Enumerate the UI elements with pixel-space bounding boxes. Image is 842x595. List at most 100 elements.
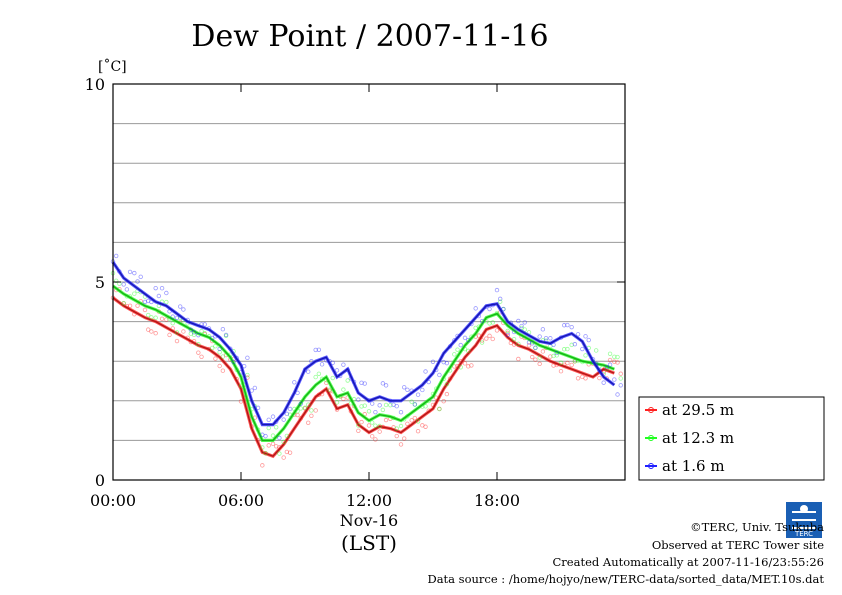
series-point (266, 417, 271, 422)
series-point (516, 341, 521, 347)
grid-lines (113, 123, 625, 441)
series-point (199, 354, 204, 359)
series-point (548, 336, 553, 341)
series-point (420, 423, 425, 428)
series-point (505, 332, 510, 338)
series-point (565, 346, 570, 352)
series-point (519, 323, 524, 329)
series-point (202, 322, 207, 327)
series-point (174, 315, 180, 321)
series-point (170, 321, 175, 326)
series-point (505, 328, 510, 334)
series-point (345, 378, 350, 383)
series-point (607, 362, 613, 367)
series-point (164, 299, 169, 305)
series-point (274, 425, 279, 430)
series-point (327, 387, 332, 392)
series-point (569, 342, 574, 348)
series-point (164, 317, 169, 322)
series-point (196, 342, 201, 347)
y-axis: 0 5 10 (85, 75, 625, 490)
series-line (112, 285, 615, 442)
series-2 (110, 270, 623, 456)
series-point (359, 380, 364, 386)
series-point (217, 363, 222, 369)
series-point (409, 418, 414, 423)
series-point (562, 347, 567, 352)
series-point (366, 409, 372, 414)
series-point (415, 419, 421, 424)
series-point (569, 362, 574, 368)
series-point (383, 417, 389, 423)
series-point (145, 298, 151, 304)
series-point (533, 357, 538, 362)
series-point (145, 312, 151, 318)
series-point (394, 433, 399, 439)
series-point (444, 381, 450, 387)
series-point (366, 423, 372, 428)
series-point (330, 375, 335, 381)
series-point (306, 420, 311, 426)
series-point (558, 368, 564, 374)
series-point (583, 376, 588, 381)
series-point (412, 402, 418, 407)
series-point (394, 426, 399, 431)
legend-box (638, 396, 825, 481)
series-point (341, 362, 346, 367)
series-point (380, 381, 386, 386)
series-point (153, 315, 158, 320)
series-point (415, 428, 421, 434)
series-point (498, 296, 503, 302)
series-point (423, 404, 428, 409)
series-point (430, 359, 436, 364)
series-point (583, 353, 588, 358)
series-point (383, 402, 389, 408)
series-point (306, 369, 311, 374)
series-point (548, 354, 553, 359)
series-point (533, 345, 538, 350)
series-point (266, 443, 271, 448)
series-point (159, 316, 165, 322)
series-point (377, 423, 382, 429)
series-point (537, 355, 542, 360)
series-point (580, 374, 585, 380)
series-point (575, 376, 581, 381)
series-point (373, 437, 378, 442)
series-point (135, 279, 140, 284)
series-point (167, 332, 172, 338)
series-point (490, 320, 495, 325)
series-point (245, 355, 250, 361)
series-point (284, 433, 290, 439)
series-point (164, 290, 169, 296)
series-point (618, 376, 623, 381)
series-point (260, 463, 265, 468)
series-point (174, 338, 180, 344)
series-point (565, 360, 570, 366)
series-point (156, 293, 162, 299)
series-point (270, 441, 276, 447)
series-point (405, 387, 410, 393)
series-point (530, 354, 535, 360)
series-point (575, 332, 581, 337)
y-tick-label: 5 (95, 273, 105, 292)
series-point (309, 413, 314, 419)
series-point (469, 363, 474, 368)
series-point (458, 365, 463, 370)
series-point (487, 321, 492, 326)
series-point (298, 401, 303, 407)
series-point (484, 336, 489, 341)
series-point (113, 253, 119, 259)
series-point (537, 361, 542, 367)
series-point (356, 423, 361, 428)
series-point (615, 392, 620, 397)
series-point (319, 362, 325, 367)
series-line (112, 297, 615, 458)
series-point (607, 351, 613, 356)
series-point (562, 323, 567, 328)
series-point (142, 299, 148, 305)
series-point (604, 364, 610, 370)
series-point (213, 344, 218, 349)
series-point (612, 377, 617, 382)
x-tick-label: 12:00 (346, 491, 392, 510)
series-point (121, 282, 126, 287)
